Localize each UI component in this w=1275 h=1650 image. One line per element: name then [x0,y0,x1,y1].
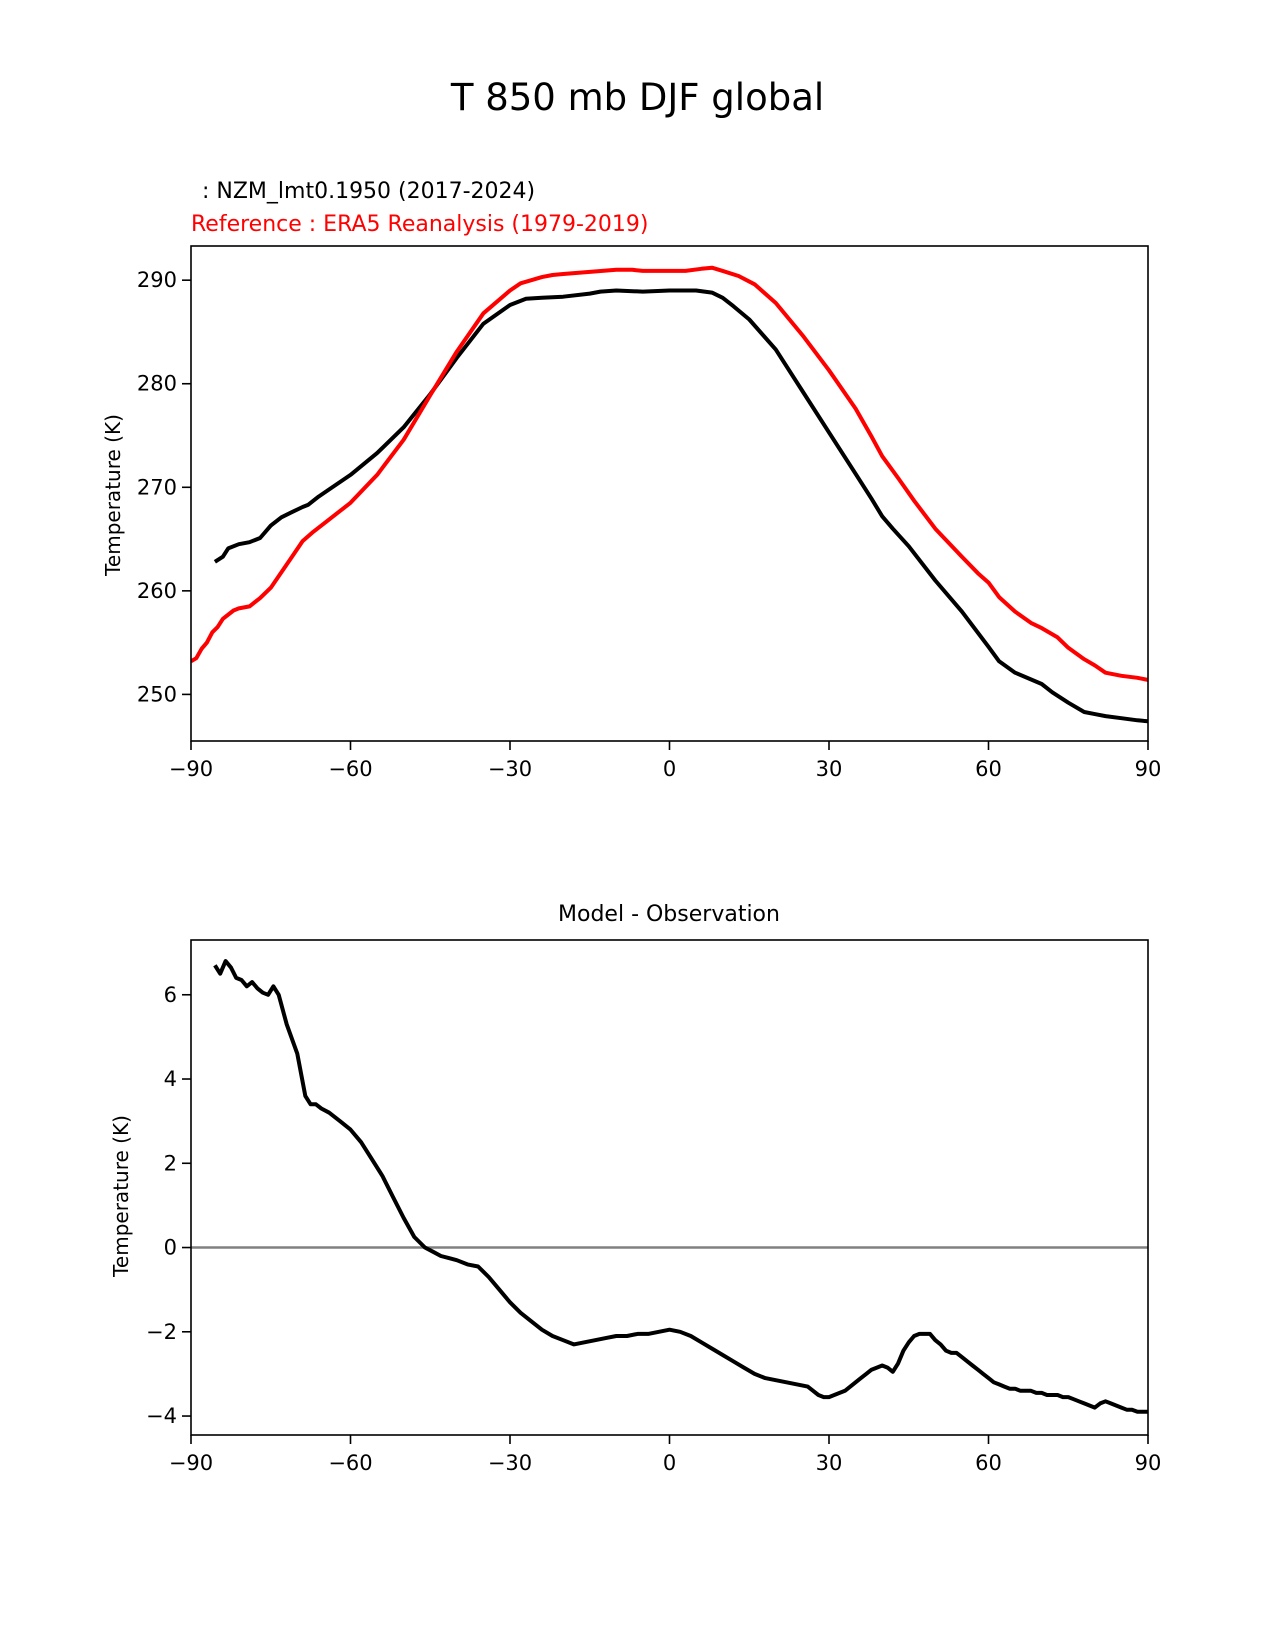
top-series-line-reference [191,265,1148,682]
bottom-chart-title: Model - Observation [558,902,780,927]
top-y-tick-label: 260 [137,579,177,603]
bottom-y-tick-label: 2 [164,1151,177,1175]
bottom-x-tick-label: −30 [488,1451,532,1475]
top-x-tick-label: −30 [488,757,532,781]
top-x-tick-label: −90 [169,757,213,781]
bottom-y-tick-label: 6 [164,983,177,1007]
top-y-tick-label: 280 [137,372,177,396]
top-x-tick-label: −60 [328,757,372,781]
top-y-tick-label: 270 [137,475,177,499]
bottom-y-tick-label: 0 [164,1236,177,1260]
model-label: : NZM_lmt0.1950 (2017-2024) [195,179,535,204]
bottom-series-line-model [213,959,1148,1414]
top-y-axis-label: Temperature (K) [101,414,125,577]
bottom-x-tick-label: 90 [1135,1451,1162,1475]
top-chart: : NZM_lmt0.1950 (2017-2024) Reference : … [101,179,1161,781]
bottom-y-tick-label: −4 [146,1404,177,1428]
bottom-axes-frame [190,939,1149,1436]
figure-title: T 850 mb DJF global [450,76,824,119]
top-series-line-model [213,288,1148,724]
bottom-x-tick-label: 0 [663,1451,676,1475]
bottom-y-axis-label: Temperature (K) [109,1115,133,1278]
bottom-plot-area: −90 −60 −30 0 30 60 90 −4 −2 0 2 4 6 [146,939,1162,1475]
top-x-tick-label: 90 [1135,757,1162,781]
top-y-tick-label: 250 [137,682,177,706]
bottom-x-tick-label: −90 [169,1451,213,1475]
top-x-tick-label: 60 [975,757,1002,781]
top-x-tick-label: 30 [816,757,843,781]
top-plot-area: −90 −60 −30 0 30 60 90 250 260 270 280 290 [137,245,1162,781]
bottom-y-tick-label: 4 [164,1067,177,1091]
bottom-x-tick-label: −60 [328,1451,372,1475]
bottom-x-tick-label: 30 [816,1451,843,1475]
bottom-chart: Model - Observation Temperature (K) −90−… [109,902,1161,1475]
bottom-y-tick-label: −2 [146,1320,177,1344]
top-y-tick-label: 290 [137,268,177,292]
top-x-tick-label: 0 [663,757,676,781]
bottom-x-tick-label: 60 [975,1451,1002,1475]
reference-label: Reference : ERA5 Reanalysis (1979-2019) [191,212,649,237]
